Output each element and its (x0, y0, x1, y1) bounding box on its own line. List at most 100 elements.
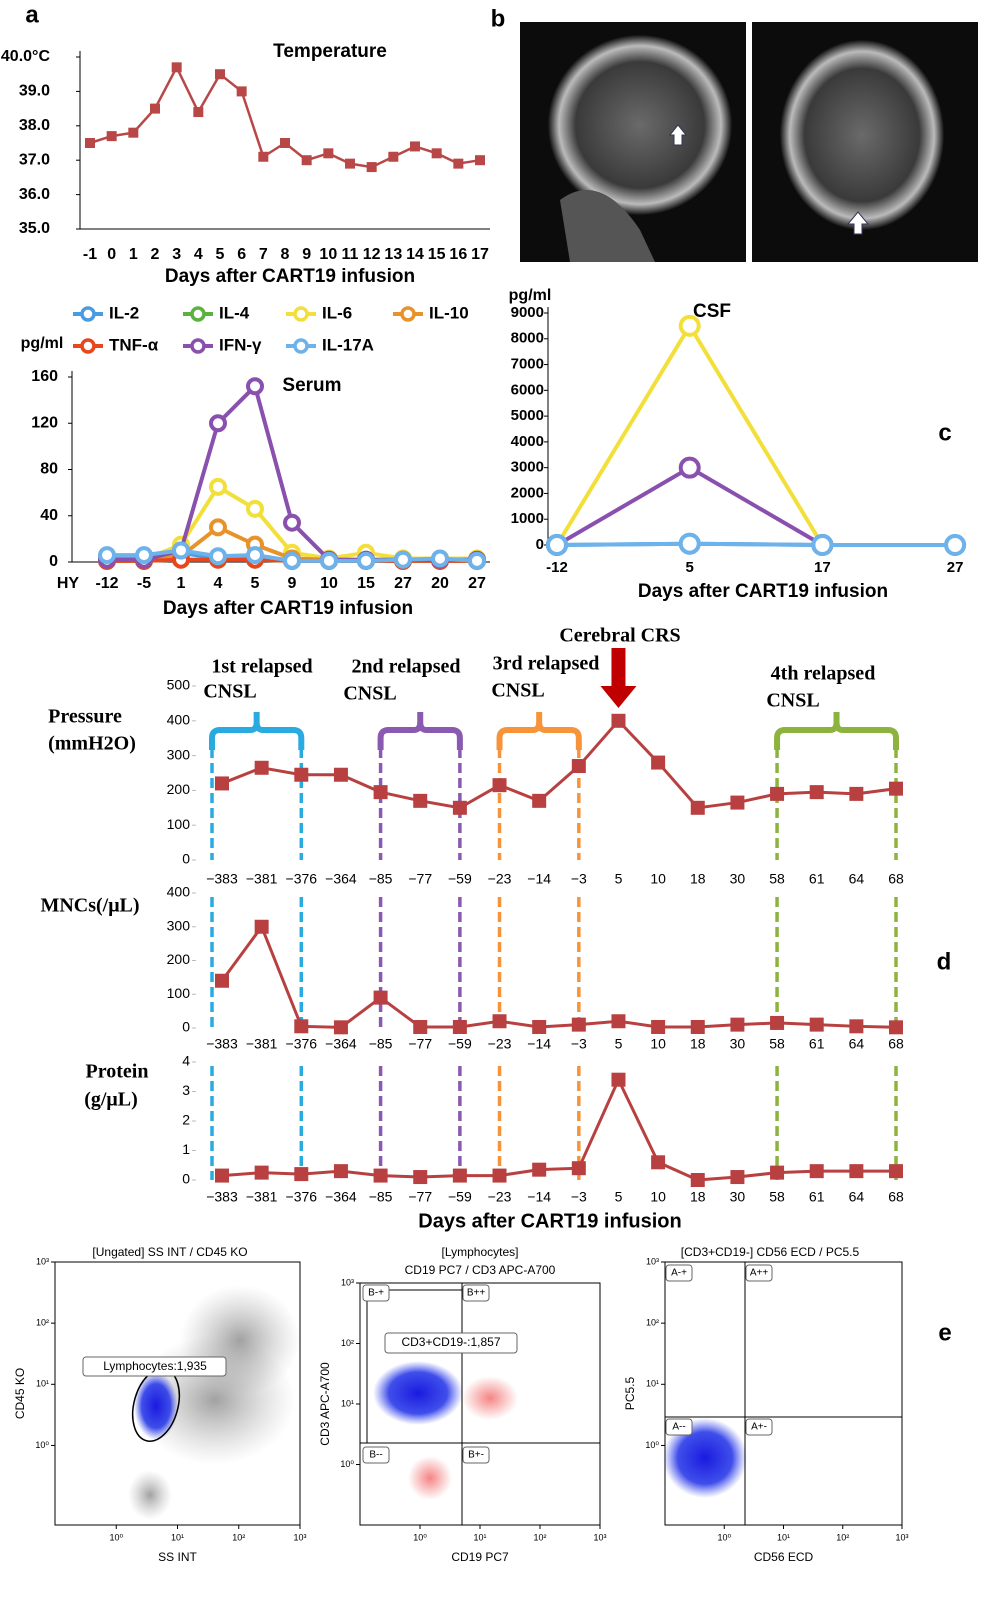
y-tick-label: 39.0 (19, 83, 50, 100)
marker (470, 554, 484, 568)
marker (248, 379, 262, 393)
highlight-arrow (600, 648, 636, 708)
marker (359, 554, 373, 568)
gate-label: Lymphocytes:1,935 (103, 1359, 207, 1373)
marker (248, 502, 262, 516)
x-tick-label: 10⁰ (717, 1532, 731, 1542)
marker (770, 1016, 784, 1030)
y-axis-label: Pressure (48, 706, 122, 728)
marker (255, 920, 269, 934)
marker (410, 141, 420, 151)
x-tick-label: 15 (357, 575, 375, 592)
marker (493, 1014, 507, 1028)
marker (611, 1073, 625, 1087)
legend-label: IL-2 (109, 303, 139, 322)
marker (258, 152, 268, 162)
x-axis-label: CD56 ECD (754, 1550, 814, 1564)
y-axis-label: PC5.5 (623, 1377, 637, 1411)
event-cloud (373, 1361, 463, 1425)
unit: pg/ml (509, 287, 552, 304)
gate-label: A+- (751, 1422, 767, 1433)
x-tick-label: 8 (281, 246, 290, 263)
annotation: 3rd relapsed (493, 653, 600, 675)
marker (770, 787, 784, 801)
marker (611, 714, 625, 728)
marker (172, 62, 182, 72)
marker (334, 1164, 348, 1178)
x-tick-label: 27 (468, 575, 486, 592)
x-tick-label: −23 (488, 1036, 512, 1052)
event-cloud (462, 1376, 518, 1420)
x-tick-label: 10 (319, 246, 337, 263)
marker (849, 1164, 863, 1178)
y-tick-label: 4 (182, 1053, 190, 1069)
plot-title: [Lymphocytes] (442, 1245, 519, 1259)
annotation: CNSL (766, 690, 819, 712)
x-tick-label: −23 (488, 1189, 512, 1205)
x-tick-label: 64 (849, 1189, 865, 1205)
marker (432, 148, 442, 158)
x-tick-label: 64 (849, 871, 865, 887)
legend-label: IL-4 (219, 303, 250, 322)
title: Temperature (273, 41, 387, 62)
y-axis-label: Protein (86, 1061, 149, 1083)
x-tick-label: 14 (406, 246, 424, 263)
marker (651, 756, 665, 770)
x-tick-label: 58 (769, 1189, 785, 1205)
marker (211, 480, 225, 494)
y-tick-label: 8000 (511, 330, 544, 347)
marker (889, 1164, 903, 1178)
y-tick-label: 0 (49, 553, 58, 570)
series-line (222, 721, 896, 808)
x-tick-label: −364 (325, 871, 357, 887)
x-tick-label: 10¹ (777, 1532, 790, 1542)
marker (810, 785, 824, 799)
y-tick-label: 10³ (341, 1277, 354, 1287)
x-tick-label: 27 (947, 559, 964, 576)
marker (548, 536, 566, 554)
plot-title: CD19 PC7 / CD3 APC-A700 (405, 1263, 556, 1277)
xlabel: Days after CART19 infusion (418, 1210, 681, 1232)
y-tick-label: 80 (40, 461, 58, 478)
marker (302, 155, 312, 165)
marker (280, 138, 290, 148)
x-tick-label: 7 (259, 246, 268, 263)
marker (413, 1020, 427, 1034)
panel-label: b (491, 5, 506, 32)
y-tick-label: 10¹ (646, 1379, 659, 1389)
marker (388, 152, 398, 162)
relapse-bracket (212, 712, 301, 750)
x-tick-label: −23 (488, 871, 512, 887)
gate-label: A++ (750, 1268, 769, 1279)
x-tick-label: 10¹ (171, 1532, 184, 1542)
x-tick-label: −381 (246, 1036, 278, 1052)
y-tick-label: 10³ (646, 1256, 659, 1266)
marker (248, 548, 262, 562)
x-tick-label: -12 (546, 559, 568, 576)
annotation: 1st relapsed (211, 656, 312, 678)
x-tick-label: 9 (288, 575, 297, 592)
x-tick-label: 17 (814, 559, 831, 576)
marker (294, 768, 308, 782)
x-tick-label: 68 (888, 1036, 904, 1052)
marker (453, 1020, 467, 1034)
panel-label: d (937, 948, 952, 975)
y-tick-label: 35.0 (19, 220, 50, 237)
x-tick-label: −85 (369, 1189, 393, 1205)
x-tick-label: 1 (129, 246, 138, 263)
legend-label: IL-10 (429, 303, 469, 322)
y-tick-label: 10² (341, 1338, 354, 1348)
marker (215, 776, 229, 790)
marker (215, 974, 229, 988)
y-tick-label: 10³ (36, 1256, 49, 1266)
marker (813, 536, 831, 554)
y-tick-label: 200 (167, 951, 191, 967)
marker (770, 1166, 784, 1180)
marker (572, 1161, 586, 1175)
plot-title: [CD3+CD19-] CD56 ECD / PC5.5 (681, 1245, 860, 1259)
x-tick-label: −364 (325, 1036, 357, 1052)
y-tick-label: 100 (167, 816, 191, 832)
legend-marker (82, 340, 94, 352)
y-tick-label: 1 (182, 1141, 190, 1157)
y-tick-label: 10² (646, 1318, 659, 1328)
